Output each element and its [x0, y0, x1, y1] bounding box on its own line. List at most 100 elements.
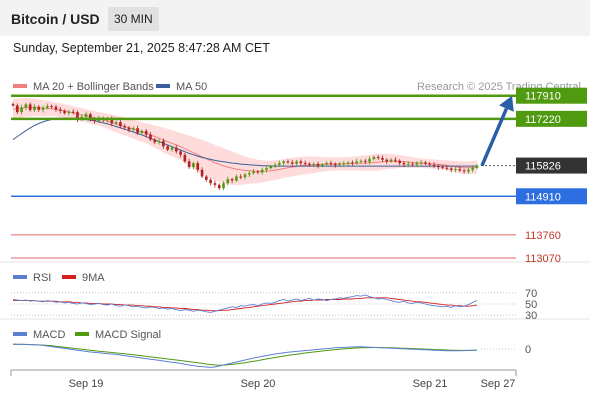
candle-body: [278, 163, 281, 165]
timestamp: Sunday, September 21, 2025 8:47:28 AM CE…: [13, 41, 270, 55]
candle-body: [205, 176, 208, 180]
level-label: 115826: [525, 161, 561, 173]
candle-body: [355, 161, 359, 164]
candle-body: [471, 167, 475, 170]
candle-body: [20, 107, 23, 113]
candle-body: [67, 111, 71, 114]
candle-body: [183, 154, 187, 162]
candle-body: [454, 169, 457, 171]
candle-body: [84, 114, 88, 117]
candle-body: [428, 163, 432, 165]
macd-line: [12, 343, 478, 368]
candle-body: [200, 169, 204, 177]
candle-body: [226, 179, 230, 184]
rsi-line: [12, 294, 478, 313]
candle-body: [46, 106, 49, 108]
candle-body: [308, 163, 311, 165]
candle-body: [71, 111, 75, 113]
candle-body: [209, 179, 212, 184]
candle-body: [325, 163, 328, 165]
candle-body: [89, 114, 92, 120]
candle-body: [230, 179, 234, 181]
candle-body: [15, 105, 19, 113]
candle-body: [329, 163, 333, 165]
candle-body: [321, 164, 324, 166]
candle-body: [406, 163, 410, 165]
candle-body: [419, 162, 423, 164]
level-tag: [516, 188, 587, 205]
candle-body: [265, 168, 268, 170]
rsi-legend-swatch: [62, 275, 76, 279]
bollinger-band: [13, 98, 477, 186]
candle-body: [110, 118, 114, 124]
candle-body: [37, 106, 41, 110]
candle-body: [235, 176, 238, 181]
candle-body: [41, 107, 45, 110]
candle-body: [247, 173, 251, 175]
level-label: 117220: [525, 114, 561, 126]
interval-button[interactable]: 30 MIN: [108, 7, 159, 31]
level-label: 113760: [525, 230, 561, 242]
candle-body: [381, 158, 384, 160]
candle-body: [239, 176, 243, 178]
candle-body: [342, 163, 346, 165]
macd-legend-label: MACD: [33, 329, 65, 341]
header-bar: Bitcoin / USD 30 MIN: [0, 0, 590, 36]
candle-body: [192, 163, 195, 168]
candle-body: [394, 159, 397, 161]
candle-body: [295, 161, 298, 164]
candle-body: [114, 122, 118, 124]
candle-body: [273, 164, 277, 167]
candle-body: [359, 160, 363, 162]
candle-body: [351, 162, 354, 164]
candle-body: [123, 126, 127, 128]
candle-body: [54, 106, 58, 110]
candle-body: [157, 140, 161, 143]
candle-body: [376, 157, 380, 159]
candle-body: [363, 160, 367, 162]
macd-legend-swatch: [13, 332, 27, 336]
forecast-arrow-shaft: [480, 107, 509, 167]
candle-body: [372, 157, 376, 160]
candle-body: [432, 164, 436, 166]
level-label: 117910: [525, 91, 561, 103]
legend-label: MA 50: [176, 81, 207, 93]
rsi-legend-label: RSI: [33, 272, 51, 284]
candle-body: [217, 184, 221, 189]
candle-body: [415, 163, 419, 165]
candle-body: [11, 104, 15, 106]
candle-body: [243, 174, 247, 178]
candle-body: [166, 146, 169, 150]
candle-body: [63, 110, 66, 114]
candle-body: [462, 170, 466, 172]
candle-body: [76, 112, 79, 120]
candle-body: [316, 164, 320, 166]
macd-legend-label: MACD Signal: [95, 329, 161, 341]
candle-body: [467, 169, 470, 172]
candle-body: [153, 139, 157, 143]
candle-body: [149, 134, 152, 140]
candle-body: [475, 165, 479, 168]
candle-body: [222, 183, 225, 189]
candle-body: [28, 104, 32, 111]
candle-body: [170, 147, 174, 150]
candle-body: [136, 128, 139, 133]
candle-body: [441, 167, 444, 169]
candle-body: [282, 161, 285, 164]
x-tick-label: Sep 20: [241, 378, 276, 390]
candle-body: [58, 109, 62, 111]
rsi-level-label: 30: [525, 310, 537, 322]
candle-body: [286, 161, 290, 163]
level-tag: [516, 110, 587, 127]
level-tag: [516, 157, 587, 174]
candle-body: [389, 159, 393, 162]
candle-body: [127, 127, 131, 130]
instrument-title: Bitcoin / USD: [11, 11, 100, 27]
candle-body: [458, 169, 462, 171]
candle-body: [24, 104, 28, 108]
candle-body: [50, 106, 53, 108]
candle-body: [269, 166, 273, 169]
candle-body: [290, 162, 294, 164]
candle-body: [398, 160, 401, 164]
